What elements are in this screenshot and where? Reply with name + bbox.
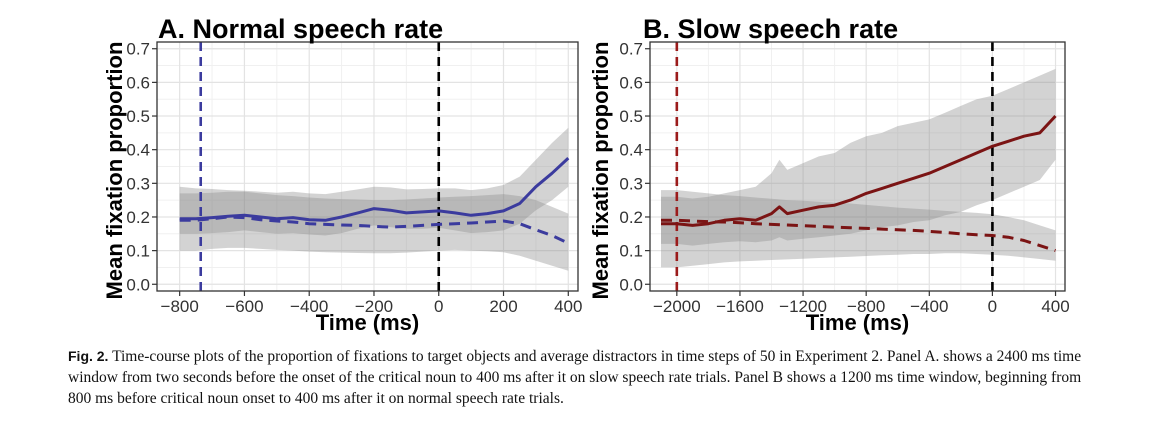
panel-a-y-tick-label: 0.4 xyxy=(126,141,150,160)
panel-b-x-tick-label: 0 xyxy=(988,297,997,316)
panel-b-y-tick-label: 0.7 xyxy=(619,40,643,59)
panel-b-x-tick-label: −800 xyxy=(847,297,885,316)
panel-a-x-tick-label: 200 xyxy=(489,297,517,316)
panel-a-confidence-band-target xyxy=(179,127,569,236)
panel-b-y-axis-label: Mean fixation proportion xyxy=(588,42,613,300)
panel-a-y-tick-label: 0.3 xyxy=(126,174,150,193)
panel-a-target-line xyxy=(179,157,570,222)
panel-a-x-tick-label: −600 xyxy=(225,297,263,316)
caption-text: Time-course plots of the proportion of f… xyxy=(68,348,1082,407)
panel-a-y-tick-label: 0.7 xyxy=(126,40,150,59)
figure-2: 0.0 0.1 0.2 0.3 0.4 0.5 0.6 0.7 −800 −600 −400 −200… xyxy=(102,14,1070,335)
panel-a-x-axis-label: Time (ms) xyxy=(316,310,420,335)
panel-b-y-tick-label: 0.1 xyxy=(619,242,643,261)
panel-b-x-tick-label: −2000 xyxy=(653,297,701,316)
panel-b-chart: 0.0 0.1 0.2 0.3 0.4 0.5 0.6 0.7 −2000 −1600 −1200 −… xyxy=(588,14,1070,335)
panel-b-x-tick-label: −1600 xyxy=(716,297,764,316)
panel-a-distractor-line xyxy=(179,215,569,245)
panel-b-x-tick-label: −1200 xyxy=(779,297,827,316)
panel-b-title: B. Slow speech rate xyxy=(643,14,898,44)
panel-a-plot-border xyxy=(156,41,579,292)
panel-b-y-tick-label: 0.5 xyxy=(619,107,643,126)
panel-b-y-tick-label: 0.0 xyxy=(619,275,643,294)
panel-a-y-tick-label: 0.1 xyxy=(126,242,150,261)
panel-b-x-tick-label: −400 xyxy=(910,297,948,316)
panel-a-y-axis-label: Mean fixation proportion xyxy=(102,42,127,300)
panel-a-x-tick-label: −200 xyxy=(355,297,393,316)
panel-a-chart: 0.0 0.1 0.2 0.3 0.4 0.5 0.6 0.7 −800 −600 −400 −200… xyxy=(102,14,582,335)
panel-b-y-tick-label: 0.2 xyxy=(619,208,643,227)
panel-a-y-tick-label: 0.0 xyxy=(126,275,150,294)
panel-b-x-axis-label: Time (ms) xyxy=(806,310,910,335)
caption-label: Fig. 2. xyxy=(68,348,109,364)
panel-a-confidence-band-distractor xyxy=(179,191,569,271)
panel-b-plot-border xyxy=(649,41,1066,292)
panel-b-confidence-band-distractor xyxy=(661,190,1056,268)
panel-a-y-tick-label: 0.5 xyxy=(126,107,150,126)
panel-b-confidence-band-target xyxy=(661,68,1056,246)
panel-a-title: A. Normal speech rate xyxy=(158,14,443,44)
panel-a-x-tick-label: −800 xyxy=(161,297,199,316)
panel-b-y-tick-label: 0.6 xyxy=(619,73,643,92)
panel-b-y-tick-label: 0.4 xyxy=(619,141,643,160)
panel-b-y-tick-label: 0.3 xyxy=(619,174,643,193)
panel-b-x-tick-label: 400 xyxy=(1041,297,1069,316)
panel-b-target-line xyxy=(661,114,1057,227)
panel-a-y-tick-label: 0.6 xyxy=(126,73,150,92)
panel-a-y-tick-label: 0.2 xyxy=(126,208,150,227)
panel-a-x-tick-label: 0 xyxy=(434,297,443,316)
panel-a-x-tick-label: 400 xyxy=(554,297,582,316)
panel-b-distractor-line xyxy=(661,218,1056,253)
figure-caption: Fig. 2. Time-course plots of the proport… xyxy=(68,346,1098,409)
panel-a-x-tick-label: −400 xyxy=(290,297,328,316)
